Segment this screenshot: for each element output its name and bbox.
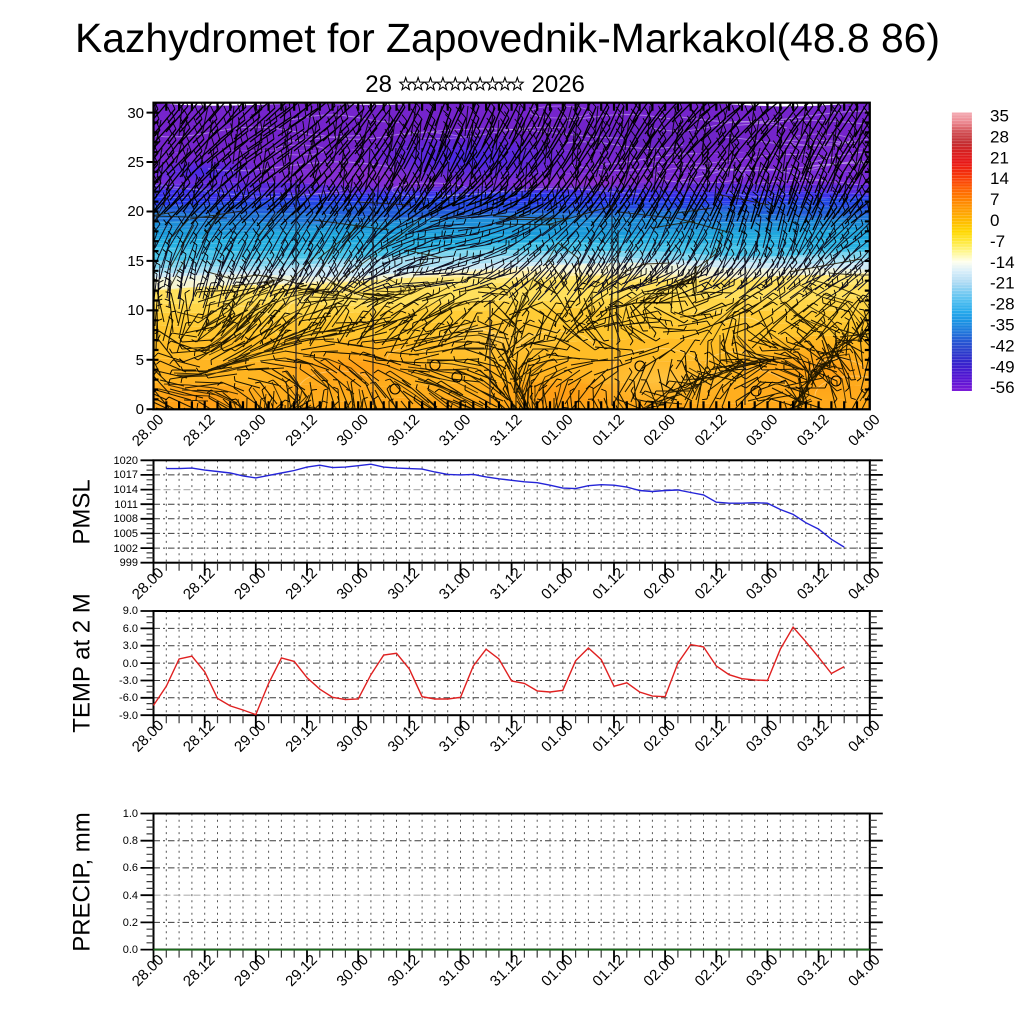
svg-text:9.0: 9.0 xyxy=(123,605,138,617)
svg-text:1005: 1005 xyxy=(114,528,138,540)
svg-text:1017: 1017 xyxy=(114,469,138,481)
svg-text:0.8: 0.8 xyxy=(123,835,138,847)
svg-text:25: 25 xyxy=(127,154,144,171)
svg-text:-6.0: -6.0 xyxy=(119,692,138,704)
svg-text:10: 10 xyxy=(127,302,144,319)
svg-text:1020: 1020 xyxy=(114,455,138,467)
svg-text:0.4: 0.4 xyxy=(123,890,138,902)
svg-text:28: 28 xyxy=(990,127,1009,146)
svg-text:-56: -56 xyxy=(990,378,1015,397)
svg-text:-7: -7 xyxy=(990,232,1005,251)
svg-text:20: 20 xyxy=(127,203,144,220)
svg-text:35: 35 xyxy=(990,107,1009,126)
svg-text:3.0: 3.0 xyxy=(123,640,138,652)
svg-text:1002: 1002 xyxy=(114,543,138,555)
svg-text:6.0: 6.0 xyxy=(123,623,138,635)
svg-text:TEMP at 2 M: TEMP at 2 M xyxy=(69,593,96,733)
svg-text:-3.0: -3.0 xyxy=(119,675,138,687)
svg-text:7: 7 xyxy=(990,190,999,209)
svg-text:15: 15 xyxy=(127,253,144,270)
svg-text:0.6: 0.6 xyxy=(123,862,138,874)
svg-text:-9.0: -9.0 xyxy=(119,710,138,722)
svg-text:0.2: 0.2 xyxy=(123,917,138,929)
svg-text:-14: -14 xyxy=(990,253,1015,272)
svg-text:-35: -35 xyxy=(990,316,1015,335)
svg-text:1011: 1011 xyxy=(114,499,138,511)
svg-text:0.0: 0.0 xyxy=(123,658,138,670)
svg-text:PRECIP, mm: PRECIP, mm xyxy=(69,812,96,952)
svg-text:-42: -42 xyxy=(990,336,1015,355)
svg-text:21: 21 xyxy=(990,148,1009,167)
svg-text:1008: 1008 xyxy=(114,513,138,525)
svg-text:0: 0 xyxy=(136,401,144,418)
svg-text:1014: 1014 xyxy=(114,484,138,496)
svg-text:0: 0 xyxy=(990,211,999,230)
svg-text:5: 5 xyxy=(136,352,144,369)
svg-text:1.0: 1.0 xyxy=(123,808,138,820)
svg-text:-49: -49 xyxy=(990,357,1015,376)
svg-text:28: 28 xyxy=(365,71,392,98)
svg-text:999: 999 xyxy=(120,557,138,569)
svg-text:0.0: 0.0 xyxy=(123,944,138,956)
svg-text:-21: -21 xyxy=(990,274,1015,293)
svg-text:14: 14 xyxy=(990,169,1009,188)
svg-text:2026: 2026 xyxy=(532,71,585,98)
svg-text:Kazhydromet for Zapovednik-Mar: Kazhydromet for Zapovednik-Markakol(48.8… xyxy=(75,15,940,61)
svg-text:30: 30 xyxy=(127,105,144,122)
svg-text:PMSL: PMSL xyxy=(69,479,96,544)
svg-text:-28: -28 xyxy=(990,295,1015,314)
